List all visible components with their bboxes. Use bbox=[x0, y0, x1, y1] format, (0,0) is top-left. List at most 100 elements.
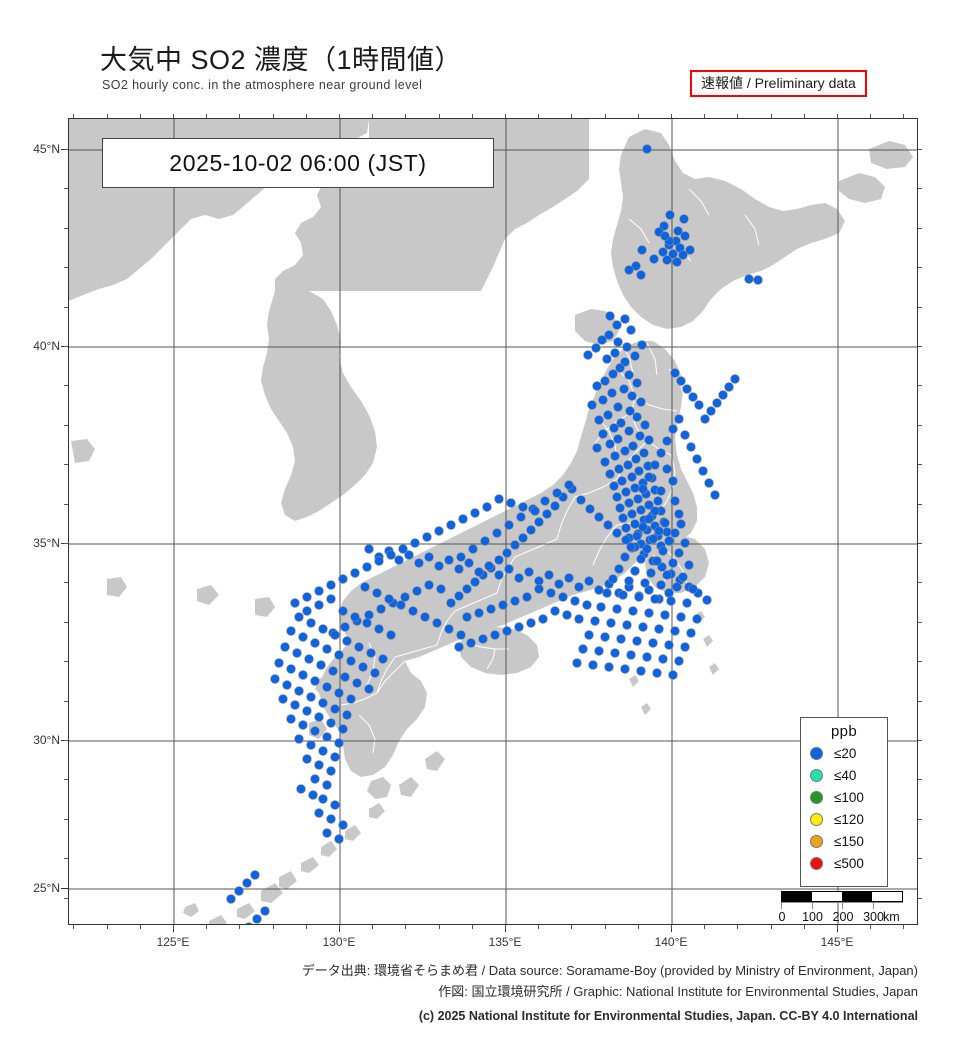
station-point[interactable] bbox=[682, 384, 692, 394]
station-point[interactable] bbox=[670, 528, 680, 538]
station-point[interactable] bbox=[526, 525, 536, 535]
station-point[interactable] bbox=[372, 588, 382, 598]
station-point[interactable] bbox=[584, 630, 594, 640]
station-point[interactable] bbox=[638, 484, 648, 494]
station-point[interactable] bbox=[676, 612, 686, 622]
station-point[interactable] bbox=[626, 325, 636, 335]
station-point[interactable] bbox=[322, 828, 332, 838]
station-point[interactable] bbox=[454, 591, 464, 601]
station-point[interactable] bbox=[613, 434, 623, 444]
station-point[interactable] bbox=[658, 654, 668, 664]
station-point[interactable] bbox=[614, 464, 624, 474]
station-point[interactable] bbox=[607, 388, 617, 398]
station-point[interactable] bbox=[518, 502, 528, 512]
station-point[interactable] bbox=[591, 343, 601, 353]
station-point[interactable] bbox=[624, 370, 634, 380]
station-point[interactable] bbox=[316, 660, 326, 670]
station-point[interactable] bbox=[378, 654, 388, 664]
station-point[interactable] bbox=[456, 552, 466, 562]
station-point[interactable] bbox=[612, 492, 622, 502]
station-point[interactable] bbox=[534, 517, 544, 527]
station-point[interactable] bbox=[626, 542, 636, 552]
station-point[interactable] bbox=[504, 564, 514, 574]
station-point[interactable] bbox=[600, 457, 610, 467]
station-point[interactable] bbox=[632, 531, 642, 541]
station-point[interactable] bbox=[464, 558, 474, 568]
station-point[interactable] bbox=[662, 436, 672, 446]
station-point[interactable] bbox=[562, 610, 572, 620]
station-point[interactable] bbox=[650, 594, 660, 604]
station-point[interactable] bbox=[623, 460, 633, 470]
station-point[interactable] bbox=[534, 576, 544, 586]
station-point[interactable] bbox=[338, 574, 348, 584]
station-point[interactable] bbox=[592, 443, 602, 453]
station-point[interactable] bbox=[486, 604, 496, 614]
station-point[interactable] bbox=[410, 538, 420, 548]
station-point[interactable] bbox=[306, 692, 316, 702]
station-point[interactable] bbox=[574, 614, 584, 624]
station-point[interactable] bbox=[644, 472, 654, 482]
station-point[interactable] bbox=[362, 562, 372, 572]
station-point[interactable] bbox=[588, 660, 598, 670]
station-point[interactable] bbox=[494, 570, 504, 580]
station-point[interactable] bbox=[637, 245, 647, 255]
station-point[interactable] bbox=[424, 552, 434, 562]
station-point[interactable] bbox=[470, 577, 480, 587]
station-point[interactable] bbox=[462, 584, 472, 594]
station-point[interactable] bbox=[386, 630, 396, 640]
station-point[interactable] bbox=[698, 466, 708, 476]
station-point[interactable] bbox=[652, 668, 662, 678]
station-point[interactable] bbox=[605, 439, 615, 449]
station-point[interactable] bbox=[398, 544, 408, 554]
station-point[interactable] bbox=[594, 646, 604, 656]
station-point[interactable] bbox=[330, 752, 340, 762]
station-point[interactable] bbox=[668, 424, 678, 434]
station-point[interactable] bbox=[400, 592, 410, 602]
station-point[interactable] bbox=[617, 476, 627, 486]
station-point[interactable] bbox=[286, 626, 296, 636]
station-point[interactable] bbox=[644, 500, 654, 510]
station-point[interactable] bbox=[700, 414, 710, 424]
station-point[interactable] bbox=[659, 221, 669, 231]
station-point[interactable] bbox=[302, 754, 312, 764]
station-point[interactable] bbox=[632, 636, 642, 646]
station-point[interactable] bbox=[664, 588, 674, 598]
station-point[interactable] bbox=[270, 674, 280, 684]
station-point[interactable] bbox=[621, 487, 631, 497]
station-point[interactable] bbox=[242, 878, 252, 888]
station-point[interactable] bbox=[326, 814, 336, 824]
station-point[interactable] bbox=[710, 490, 720, 500]
station-point[interactable] bbox=[583, 350, 593, 360]
station-point[interactable] bbox=[598, 429, 608, 439]
station-point[interactable] bbox=[462, 612, 472, 622]
station-point[interactable] bbox=[627, 509, 637, 519]
station-point[interactable] bbox=[622, 620, 632, 630]
station-point[interactable] bbox=[280, 642, 290, 652]
station-point[interactable] bbox=[608, 369, 618, 379]
station-point[interactable] bbox=[546, 588, 556, 598]
station-point[interactable] bbox=[613, 402, 623, 412]
station-point[interactable] bbox=[682, 598, 692, 608]
station-point[interactable] bbox=[636, 505, 646, 515]
map-canvas[interactable]: 2025-10-02 06:00 (JST) ppb ≤20 ≤40 ≤100 ≤12… bbox=[68, 118, 918, 925]
station-point[interactable] bbox=[630, 566, 640, 576]
station-point[interactable] bbox=[306, 740, 316, 750]
station-point[interactable] bbox=[292, 648, 302, 658]
station-point[interactable] bbox=[636, 554, 646, 564]
station-point[interactable] bbox=[360, 582, 370, 592]
station-point[interactable] bbox=[468, 544, 478, 554]
station-point[interactable] bbox=[610, 451, 620, 461]
station-point[interactable] bbox=[673, 226, 683, 236]
station-point[interactable] bbox=[702, 595, 712, 605]
station-point[interactable] bbox=[642, 144, 652, 154]
station-point[interactable] bbox=[594, 415, 604, 425]
station-point[interactable] bbox=[412, 586, 422, 596]
station-point[interactable] bbox=[678, 572, 688, 582]
station-point[interactable] bbox=[630, 519, 640, 529]
station-point[interactable] bbox=[484, 561, 494, 571]
station-point[interactable] bbox=[678, 250, 688, 260]
station-point[interactable] bbox=[510, 596, 520, 606]
station-point[interactable] bbox=[640, 578, 650, 588]
station-point[interactable] bbox=[322, 780, 332, 790]
station-point[interactable] bbox=[334, 650, 344, 660]
